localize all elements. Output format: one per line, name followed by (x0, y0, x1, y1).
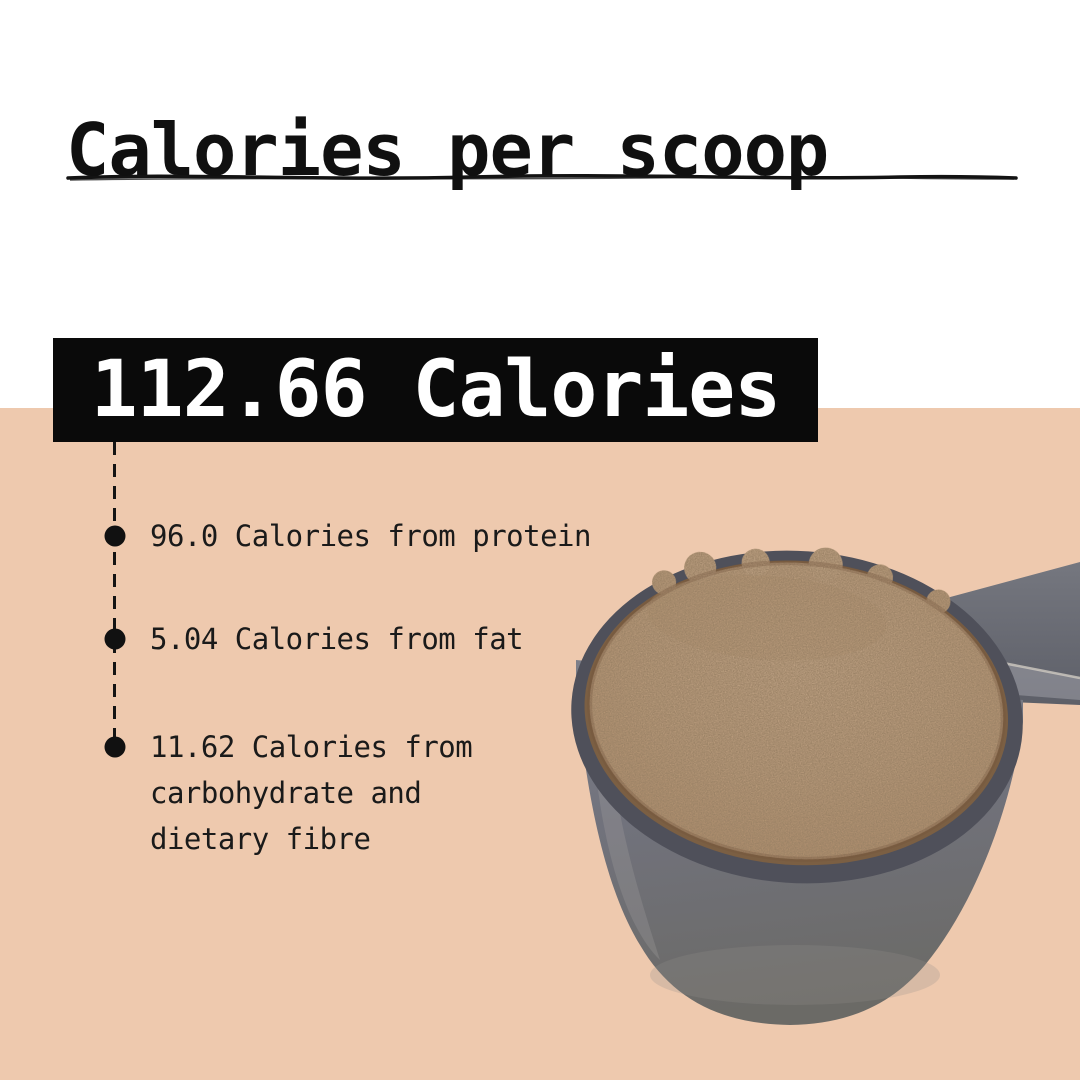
scoop-rim-and-powder (571, 547, 1023, 884)
breakdown-item-carbohydrate: 11.62 Calories from carbohydrate and die… (150, 730, 473, 856)
powder-surface (589, 547, 1004, 860)
total-calories-label: 112.66 Calories (90, 345, 781, 435)
breakdown-item-fat: 5.04 Calories from fat (150, 622, 524, 656)
total-calories-banner: 112.66 Calories (53, 338, 818, 442)
page-title: Calories per scoop (66, 108, 829, 193)
breakdown-item-protein: 96.0 Calories from protein (150, 519, 591, 553)
